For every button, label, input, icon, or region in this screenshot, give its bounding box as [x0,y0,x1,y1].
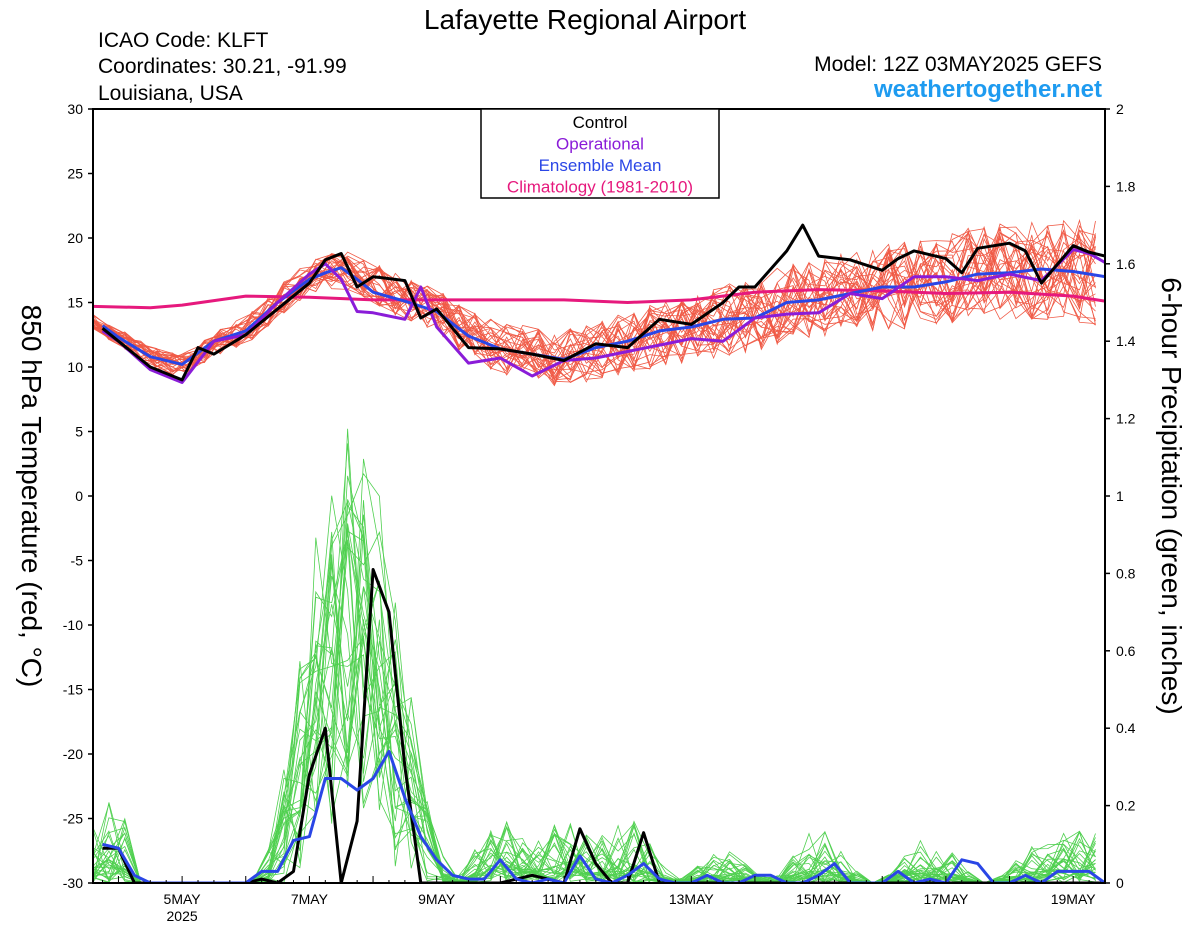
left-tick-label: -5 [71,553,84,569]
precip-member-line [93,539,1096,883]
coordinates: Coordinates: 30.21, -91.99 [98,55,347,78]
precip-member-line [93,475,1096,883]
left-axis-label: 850 hPa Temperature (red, °C) [16,305,47,688]
legend-item: Operational [556,135,644,154]
series-line-control-temp [101,223,1105,382]
legend-item: Ensemble Mean [539,156,662,175]
page-title: Lafayette Regional Airport [423,4,747,35]
precip-member-lines [93,428,1096,883]
bottom-tick-label: 15MAY [796,891,842,907]
precip-member-line [93,458,1096,883]
right-tick-label: 0.8 [1116,565,1136,581]
right-tick-label: 0.2 [1116,798,1136,814]
right-tick-label: 1.2 [1116,411,1136,427]
precip-member-line [93,531,1096,883]
legend-box [480,108,720,199]
legend-item: Control [573,113,628,132]
series-line-climatology-temp [93,288,1105,310]
region: Louisiana, USA [98,82,243,105]
left-tick-label: 30 [67,101,83,117]
precip-member-line [93,639,1096,883]
left-tick-label: -10 [63,617,83,633]
series-line-control-precip [102,568,1105,883]
precip-member-line [93,428,1096,883]
precip-member-line [93,575,1096,883]
precip-member-line [93,500,1096,883]
precip-member-line [93,499,1096,883]
temp-member-line [93,230,1096,380]
precip-member-line [93,533,1096,883]
right-tick-label: 0.4 [1116,720,1136,736]
precip-member-line [93,531,1096,883]
icao-code: ICAO Code: KLFT [98,29,269,52]
bottom-tick-sublabel: 2025 [167,908,198,924]
series-line-ensemble-mean-precip [102,749,1105,883]
left-tick-label: 15 [67,295,83,311]
precip-member-line [93,602,1096,883]
precip-member-line [93,472,1096,883]
temp-member-line [93,225,1096,381]
right-tick-label: 0 [1116,875,1124,891]
right-axis-label: 6-hour Precipitation (green, inches) [1156,277,1187,714]
model-run: Model: 12Z 03MAY2025 GEFS [814,53,1102,76]
left-tick-label: 20 [67,230,83,246]
bottom-tick-label: 7MAY [291,891,329,907]
right-tick-label: 1.4 [1116,333,1136,349]
precip-member-line [93,586,1096,883]
precip-member-line [93,586,1096,883]
bottom-tick-label: 13MAY [669,891,715,907]
plot-frame [92,108,1106,884]
precip-member-line [93,530,1096,883]
precip-member-line [93,639,1096,883]
left-axis: 30 25 20 15 10 5 0 -5 -10 -15 -20 -25 -30 [63,101,93,891]
precip-member-line [93,500,1096,883]
precip-member-line [93,530,1096,883]
left-tick-label: 0 [75,488,83,504]
precip-member-line [93,559,1096,883]
bottom-tick-label: 5MAY [164,891,202,907]
left-tick-label: -20 [63,746,83,762]
right-tick-label: 1.6 [1116,256,1136,272]
bottom-tick-label: 19MAY [1051,891,1097,907]
precip-member-line [93,563,1096,883]
temp-member-line [93,218,1096,370]
precip-member-line [93,495,1096,883]
left-tick-label: 10 [67,359,83,375]
precip-member-line [93,524,1096,883]
temp-member-line [93,223,1096,383]
bottom-tick-label: 17MAY [923,891,969,907]
left-tick-label: 25 [67,166,83,182]
precip-member-line [93,504,1096,883]
temp-member-lines [93,218,1096,387]
precip-member-line [93,537,1096,883]
temp-member-line [93,221,1096,386]
right-tick-label: 0.6 [1116,643,1136,659]
site-link[interactable]: weathertogether.net [873,76,1102,103]
left-tick-label: -30 [63,875,83,891]
legend-item: Climatology (1981-2010) [507,178,693,197]
left-tick-label: -15 [63,682,83,698]
right-tick-label: 1 [1116,488,1124,504]
precip-member-line [93,514,1096,883]
bottom-tick-label: 9MAY [418,891,456,907]
bottom-tick-label: 11MAY [542,891,586,907]
precip-member-line [93,523,1096,883]
left-tick-label: -25 [63,811,83,827]
precip-member-line [93,554,1096,883]
right-tick-label: 1.8 [1116,178,1136,194]
right-tick-label: 2 [1116,101,1124,117]
right-axis: 2 1.8 1.6 1.4 1.2 1 0.8 0.6 0.4 0.2 0 [1105,101,1136,891]
legend: Control Operational Ensemble Mean Climatolo… [480,108,720,199]
left-tick-label: 5 [75,424,83,440]
precip-member-line [93,443,1096,883]
precip-member-line [93,581,1096,883]
